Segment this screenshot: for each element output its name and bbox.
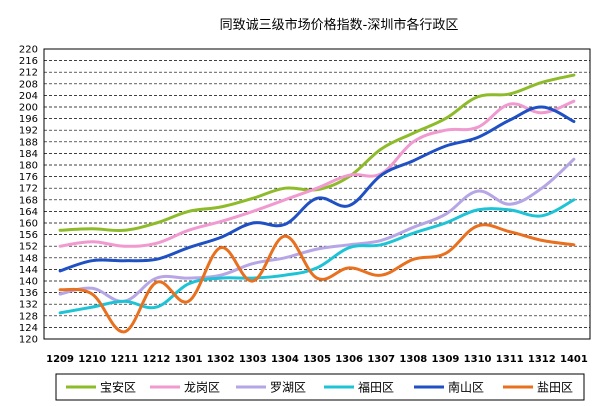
x-tick-label: 1304	[271, 354, 299, 365]
x-tick-label: 1308	[399, 354, 427, 365]
chart-title: 同致诚三级市场价格指数-深圳市各行政区	[220, 17, 459, 33]
legend-label: 宝安区	[100, 380, 136, 395]
y-tick-label: 204	[19, 91, 38, 102]
x-tick-label: 1305	[303, 354, 331, 365]
y-tick-label: 220	[19, 45, 38, 56]
x-tick-label: 1301	[175, 354, 203, 365]
grid-lines	[44, 60, 590, 328]
series-line-2	[58, 99, 576, 248]
y-tick-label: 192	[19, 126, 38, 137]
y-tick-label: 188	[19, 137, 38, 148]
series-line-5	[58, 105, 576, 273]
legend-label: 龙岗区	[184, 381, 220, 395]
x-tick-label: 1210	[78, 354, 106, 365]
y-tick-label: 212	[19, 68, 38, 79]
x-tick-label: 1312	[528, 354, 556, 365]
series-line-3	[58, 157, 576, 303]
x-tick-label: 1309	[432, 354, 460, 365]
legend-label: 罗湖区	[270, 380, 306, 395]
y-tick-label: 184	[19, 149, 38, 160]
y-tick-label: 128	[19, 311, 38, 322]
x-tick-label: 1401	[560, 354, 588, 365]
legend-label: 南山区	[448, 380, 484, 395]
x-tick-label: 1307	[367, 354, 395, 365]
y-tick-label: 156	[19, 230, 38, 241]
x-tick-label: 1209	[46, 354, 74, 365]
y-tick-label: 168	[19, 195, 38, 206]
y-tick-label: 208	[19, 79, 38, 90]
legend-label: 盐田区	[537, 381, 573, 395]
y-tick-label: 176	[19, 172, 38, 183]
plot-area-border	[43, 48, 591, 340]
y-tick-label: 172	[19, 184, 38, 195]
y-tick-label: 180	[19, 161, 38, 172]
x-axis-tick-labels: 1209 1210 1211 1212 1301 1302 1303 1304 1305 1306…	[46, 354, 588, 365]
y-tick-label: 200	[19, 103, 38, 114]
y-tick-label: 144	[19, 265, 38, 276]
y-tick-label: 216	[19, 56, 38, 67]
x-tick-label: 1303	[239, 354, 267, 365]
y-tick-label: 164	[19, 207, 38, 218]
y-tick-label: 152	[19, 242, 38, 253]
x-tick-label: 1310	[464, 354, 492, 365]
y-tick-label: 160	[19, 219, 38, 230]
x-tick-label: 1211	[110, 354, 138, 365]
series-line-1	[58, 73, 576, 233]
series-line-4	[58, 198, 576, 315]
x-tick-label: 1306	[335, 354, 363, 365]
series-line-6	[58, 223, 576, 334]
y-tick-label: 196	[19, 114, 38, 125]
y-tick-label: 148	[19, 253, 38, 264]
y-axis-tick-labels: 1201241281321361401441481521561601641681…	[19, 45, 38, 346]
x-tick-label: 1212	[142, 354, 170, 365]
y-tick-label: 132	[19, 300, 38, 311]
legend-label: 福田区	[358, 380, 394, 395]
legend: 宝安区 龙岗区 罗湖区 福田区 南山区 盐田区	[55, 373, 585, 401]
x-tick-label: 1311	[496, 354, 524, 365]
x-tick-label: 1302	[207, 354, 235, 365]
y-tick-label: 140	[19, 277, 38, 288]
y-tick-label: 124	[19, 323, 38, 334]
y-tick-label: 120	[19, 335, 38, 346]
legend-box	[55, 373, 585, 401]
y-tick-label: 136	[19, 288, 38, 299]
series-lines	[58, 73, 576, 334]
